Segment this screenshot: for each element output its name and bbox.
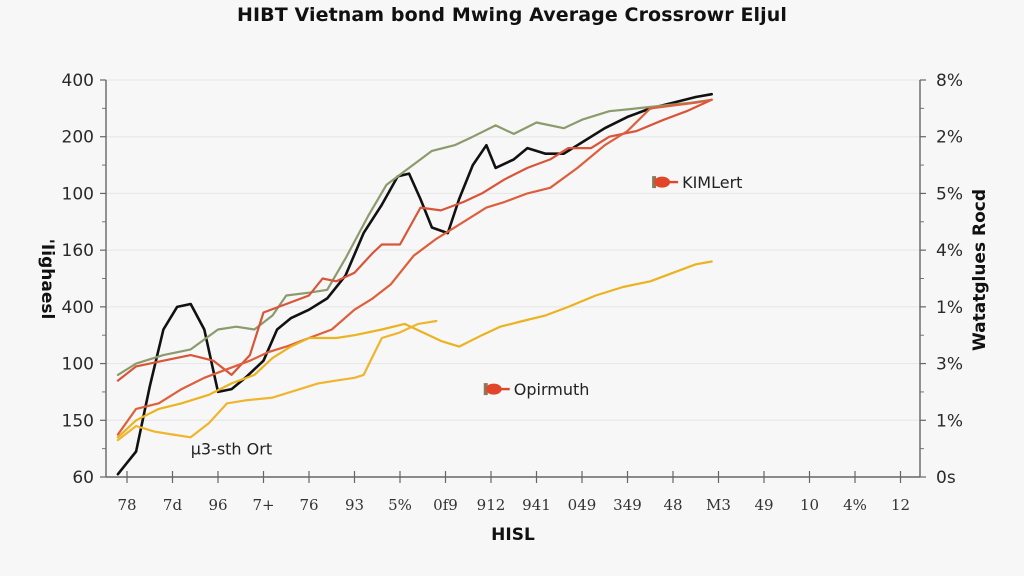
x-tick-label: 7d bbox=[163, 496, 183, 514]
gridlines bbox=[106, 79, 920, 478]
y-axis-title: 'Iighaesl bbox=[37, 239, 57, 320]
y-tick-label: 400 bbox=[62, 298, 94, 318]
x-tick-label: 5% bbox=[388, 496, 412, 514]
annotation-marker-icon bbox=[654, 176, 671, 188]
y-tick-label: 200 bbox=[62, 128, 94, 148]
y2-axis-title: Watatglues Rocd bbox=[970, 189, 990, 351]
x-tick-label: 0f9 bbox=[433, 496, 458, 514]
y-tick-label: 100 bbox=[62, 355, 94, 375]
x-tick-label: 48 bbox=[663, 496, 682, 514]
series-line-ma-gold-1 bbox=[116, 260, 713, 439]
x-tick-label: 349 bbox=[613, 496, 642, 514]
y-tick-label: 100 bbox=[62, 184, 94, 204]
x-tick-label: 912 bbox=[477, 496, 506, 514]
y2-tick-label: 5% bbox=[936, 184, 963, 204]
x-tick-label: 78 bbox=[117, 496, 136, 514]
annotations: KIMLert Opirmuth μ3-sth Ort bbox=[191, 173, 743, 459]
annotation-marker-icon bbox=[485, 383, 502, 395]
x-tick-label: 049 bbox=[568, 496, 597, 514]
series-group bbox=[116, 92, 713, 476]
x-tick-label: 941 bbox=[522, 496, 551, 514]
axes: 400 8% 200 2% 100 5% 160 4% 400 1% 100 3% 150 1% 60 0s 7… bbox=[62, 71, 963, 514]
x-tick-label: 93 bbox=[345, 496, 364, 514]
x-tick-label: 49 bbox=[754, 496, 773, 514]
y-tick-label: 60 bbox=[72, 468, 94, 488]
x-tick-label: 76 bbox=[299, 496, 318, 514]
series-line-ma-gold-2 bbox=[116, 319, 438, 442]
y2-tick-label: 1% bbox=[936, 411, 963, 431]
y2-tick-label: 1% bbox=[936, 298, 963, 318]
y-tick-label: 150 bbox=[62, 411, 94, 431]
series-line-ma-red-2 bbox=[116, 98, 713, 436]
x-axis-title: HISL bbox=[491, 525, 535, 545]
series-line-ma-red-1 bbox=[116, 98, 713, 382]
y-tick-label: 400 bbox=[62, 71, 94, 91]
y2-tick-label: 8% bbox=[936, 71, 963, 91]
y2-tick-label: 2% bbox=[936, 128, 963, 148]
annotation-label: Opirmuth bbox=[514, 380, 590, 399]
x-tick-label: M3 bbox=[706, 496, 731, 514]
x-tick-label: 12 bbox=[891, 496, 910, 514]
y2-tick-label: 4% bbox=[936, 241, 963, 261]
y2-tick-label: 0s bbox=[936, 468, 956, 488]
x-tick-label: 4% bbox=[843, 496, 867, 514]
x-tick-label: 7+ bbox=[252, 496, 274, 514]
annotation-label: μ3-sth Ort bbox=[191, 440, 272, 459]
y-tick-label: 160 bbox=[62, 241, 94, 261]
y2-tick-label: 3% bbox=[936, 355, 963, 375]
series-line-price bbox=[116, 92, 713, 476]
series-line-ma-green bbox=[116, 98, 713, 376]
annotation-label: KIMLert bbox=[682, 173, 742, 192]
x-tick-label: 96 bbox=[208, 496, 227, 514]
x-tick-label: 10 bbox=[800, 496, 819, 514]
chart-title: HIBT Vietnam bond Mwing Average Crossrow… bbox=[236, 4, 788, 26]
